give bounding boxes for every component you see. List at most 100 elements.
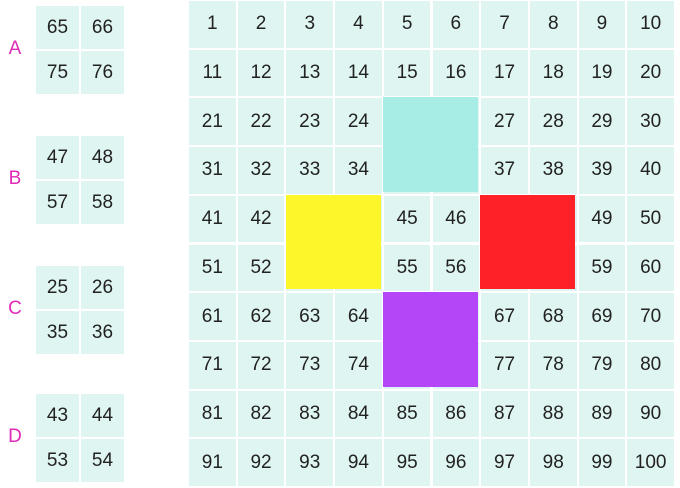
grid-cell: 83 — [285, 389, 335, 439]
grid-cell: 80 — [626, 340, 675, 390]
grid-cell: 74 — [334, 340, 383, 390]
yellow-block — [286, 195, 381, 289]
piece-cell: 58 — [80, 180, 125, 225]
grid-cell: 37 — [480, 146, 529, 195]
grid-cell: 51 — [188, 243, 237, 293]
grid-cell: 61 — [188, 292, 237, 341]
grid-cell: 2 — [236, 0, 286, 49]
grid-cell: 59 — [577, 243, 627, 293]
grid-cell: 28 — [528, 97, 578, 147]
grid-cell: 4 — [334, 0, 383, 49]
grid-cell: 93 — [285, 438, 335, 487]
grid-cell: 90 — [626, 389, 675, 439]
piece-cell: 47 — [35, 135, 80, 180]
grid-cell: 1 — [188, 0, 237, 49]
grid-cell: 41 — [188, 194, 237, 244]
grid-cell: 9 — [577, 0, 627, 49]
grid-cell: 13 — [285, 48, 335, 98]
grid-cell: 7 — [480, 0, 529, 49]
grid-cell: 31 — [188, 146, 237, 195]
grid-cell: 71 — [188, 340, 237, 390]
grid-cell: 82 — [236, 389, 286, 439]
piece-cell: 44 — [80, 393, 125, 438]
grid-cell: 94 — [334, 438, 383, 487]
piece-cell: 26 — [80, 265, 125, 310]
grid-cell: 14 — [334, 48, 383, 98]
grid-cell: 29 — [577, 97, 627, 147]
grid-cell: 85 — [382, 389, 432, 439]
grid-cell: 81 — [188, 389, 237, 439]
grid-cell: 19 — [577, 48, 627, 98]
grid-cell: 3 — [285, 0, 335, 49]
grid-cell: 17 — [480, 48, 529, 98]
grid-cell: 62 — [236, 292, 286, 341]
grid-cell: 88 — [528, 389, 578, 439]
grid-cell: 55 — [382, 243, 432, 293]
grid-cell: 5 — [382, 0, 432, 49]
grid-cell: 8 — [528, 0, 578, 49]
grid-cell: 46 — [431, 194, 481, 244]
piece-cell: 75 — [35, 50, 80, 95]
grid-cell: 6 — [431, 0, 481, 49]
grid-cell: 30 — [626, 97, 675, 147]
grid-cell: 39 — [577, 146, 627, 195]
piece-cell: 48 — [80, 135, 125, 180]
grid-cell: 56 — [431, 243, 481, 293]
piece-cell: 57 — [35, 180, 80, 225]
grid-cell: 40 — [626, 146, 675, 195]
grid-cell: 95 — [382, 438, 432, 487]
grid-cell: 10 — [626, 0, 675, 49]
grid-cell: 86 — [431, 389, 481, 439]
grid-cell: 34 — [334, 146, 383, 195]
piece-label: A — [8, 38, 22, 59]
grid-cell: 33 — [285, 146, 335, 195]
grid-cell: 91 — [188, 438, 237, 487]
grid-cell: 49 — [577, 194, 627, 244]
grid-cell: 87 — [480, 389, 529, 439]
grid-cell: 24 — [334, 97, 383, 147]
grid-cell: 64 — [334, 292, 383, 341]
grid-cell: 12 — [236, 48, 286, 98]
piece-cell: 76 — [80, 50, 125, 95]
grid-cell: 77 — [480, 340, 529, 390]
piece-cell: 35 — [35, 310, 80, 355]
grid-cell: 78 — [528, 340, 578, 390]
grid-cell: 11 — [188, 48, 237, 98]
piece-cell: 53 — [35, 438, 80, 483]
grid-cell: 89 — [577, 389, 627, 439]
grid-cell: 97 — [480, 438, 529, 487]
grid-cell: 52 — [236, 243, 286, 293]
grid-cell: 92 — [236, 438, 286, 487]
purple-block — [383, 292, 478, 387]
piece-cell: 54 — [80, 438, 125, 483]
grid-cell: 72 — [236, 340, 286, 390]
grid-cell: 96 — [431, 438, 481, 487]
grid-cell: 50 — [626, 194, 675, 244]
piece-label: B — [8, 168, 22, 189]
grid-cell: 98 — [528, 438, 578, 487]
grid-cell: 45 — [382, 194, 432, 244]
grid-cell: 38 — [528, 146, 578, 195]
grid-cell: 69 — [577, 292, 627, 341]
piece-label: D — [8, 426, 22, 447]
grid-cell: 22 — [236, 97, 286, 147]
grid-cell: 60 — [626, 243, 675, 293]
grid-cell: 20 — [626, 48, 675, 98]
grid-cell: 21 — [188, 97, 237, 147]
piece-cell: 66 — [80, 5, 125, 50]
grid-cell: 70 — [626, 292, 675, 341]
grid-cell: 32 — [236, 146, 286, 195]
grid-cell: 68 — [528, 292, 578, 341]
red-block — [480, 195, 575, 289]
grid-cell: 79 — [577, 340, 627, 390]
grid-cell: 15 — [382, 48, 432, 98]
grid-cell: 67 — [480, 292, 529, 341]
piece-cell: 25 — [35, 265, 80, 310]
grid-cell: 100 — [626, 438, 675, 487]
piece-cell: 65 — [35, 5, 80, 50]
grid-cell: 84 — [334, 389, 383, 439]
grid-cell: 18 — [528, 48, 578, 98]
grid-cell: 23 — [285, 97, 335, 147]
grid-cell: 16 — [431, 48, 481, 98]
